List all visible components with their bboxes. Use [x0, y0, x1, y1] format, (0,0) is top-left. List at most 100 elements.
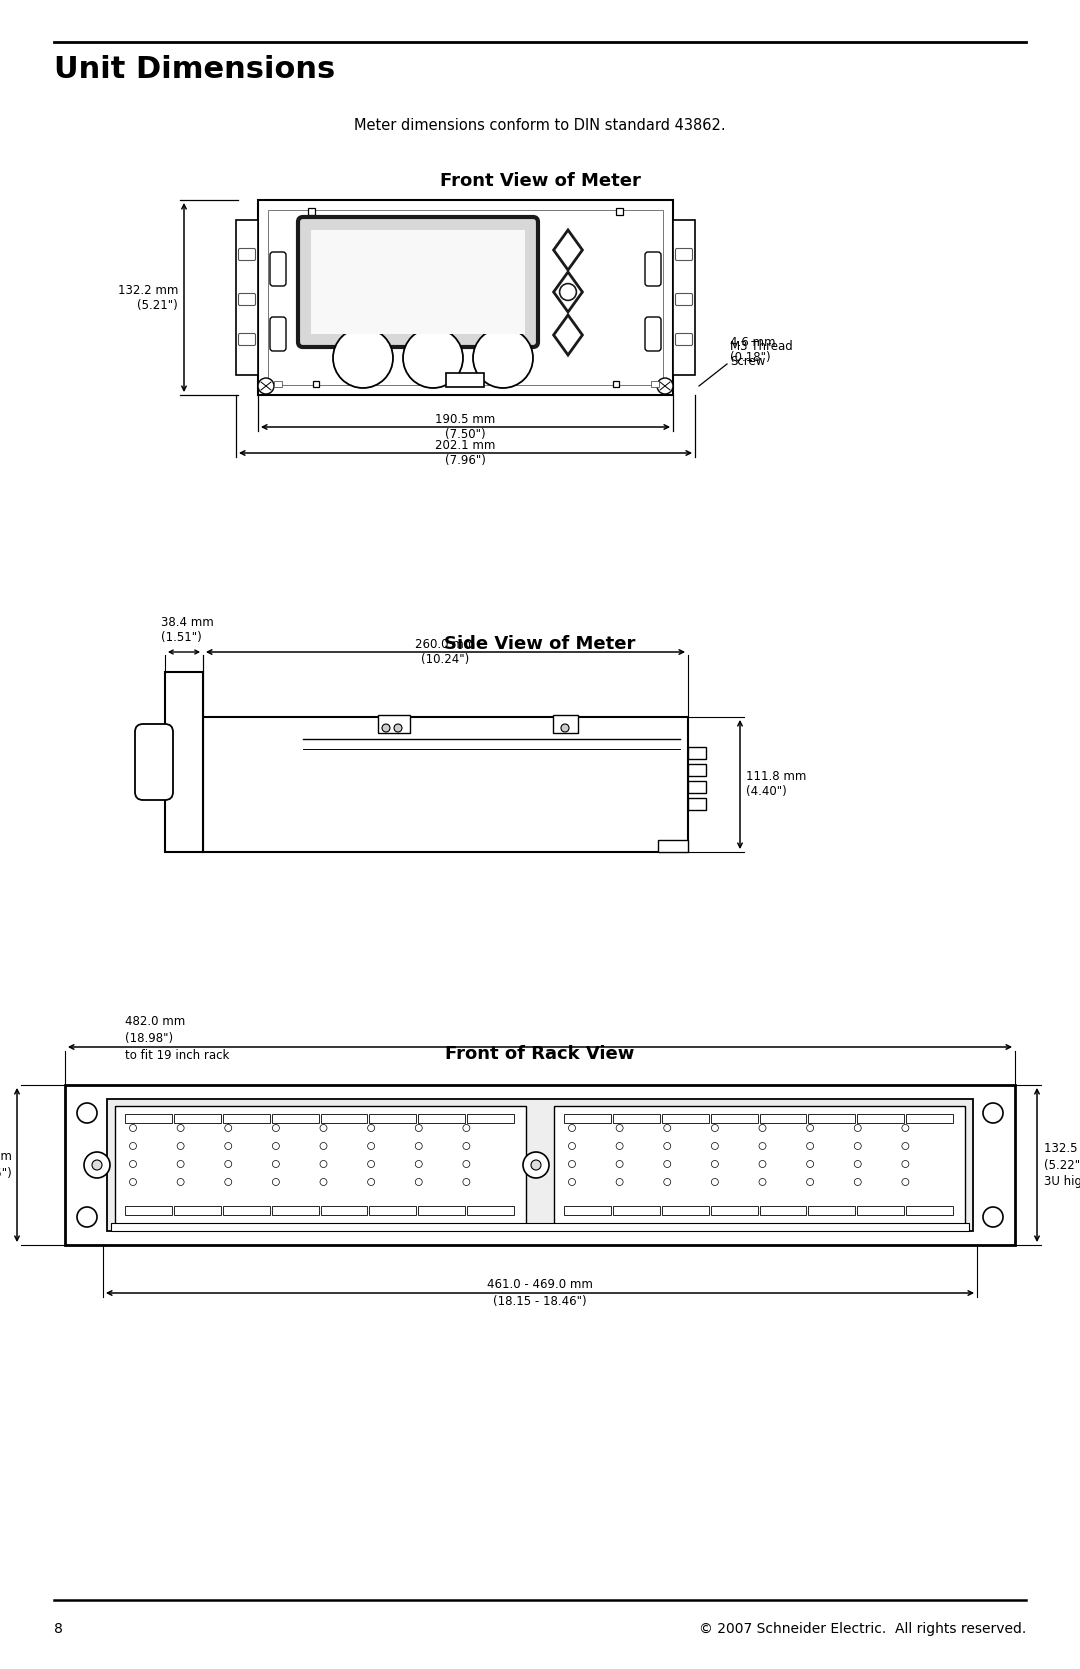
Text: 38.4 mm
(1.51"): 38.4 mm (1.51") [161, 616, 214, 644]
Text: 57.2 mm
(2.25"): 57.2 mm (2.25") [0, 1150, 12, 1180]
Circle shape [759, 1178, 766, 1185]
Text: Front View of Meter: Front View of Meter [440, 172, 640, 190]
Bar [125, 1207, 172, 1215]
Text: 111.8 mm
(4.40"): 111.8 mm (4.40") [746, 771, 807, 798]
Text: 461.0 - 469.0 mm
(18.15 - 18.46"): 461.0 - 469.0 mm (18.15 - 18.46") [487, 1278, 593, 1308]
Text: © 2007 Schneider Electric.  All rights reserved.: © 2007 Schneider Electric. All rights re… [699, 1622, 1026, 1636]
Circle shape [272, 1178, 280, 1185]
Bar [258, 200, 673, 396]
Polygon shape [554, 272, 582, 312]
Bar [662, 1207, 708, 1215]
Bar [688, 764, 706, 776]
Bar [222, 1207, 270, 1215]
Circle shape [463, 1125, 470, 1132]
Text: 132.5 mm
(5.22")
3U high: 132.5 mm (5.22") 3U high [1044, 1142, 1080, 1188]
Circle shape [225, 1143, 232, 1150]
Bar [418, 1207, 465, 1215]
Bar [906, 1113, 953, 1123]
Bar [272, 1207, 319, 1215]
Circle shape [568, 1125, 576, 1132]
Circle shape [225, 1160, 232, 1168]
FancyBboxPatch shape [298, 217, 538, 347]
Circle shape [333, 329, 393, 387]
Bar [906, 1207, 953, 1215]
Circle shape [463, 1143, 470, 1150]
Bar [662, 1113, 708, 1123]
FancyBboxPatch shape [239, 294, 256, 305]
Bar [268, 210, 663, 386]
Circle shape [473, 329, 534, 387]
Circle shape [902, 1143, 909, 1150]
FancyBboxPatch shape [135, 724, 173, 799]
FancyBboxPatch shape [675, 334, 692, 345]
Bar [311, 230, 525, 334]
Circle shape [902, 1178, 909, 1185]
FancyBboxPatch shape [270, 252, 286, 285]
Circle shape [807, 1143, 813, 1150]
Text: 190.5 mm
(7.50"): 190.5 mm (7.50") [435, 412, 496, 441]
Circle shape [712, 1160, 718, 1168]
Bar [612, 1207, 660, 1215]
Circle shape [983, 1103, 1003, 1123]
Bar [369, 1113, 416, 1123]
Bar [613, 381, 619, 387]
FancyBboxPatch shape [675, 249, 692, 260]
Circle shape [712, 1125, 718, 1132]
Circle shape [84, 1152, 110, 1178]
Circle shape [177, 1160, 184, 1168]
Text: 202.1 mm
(7.96"): 202.1 mm (7.96") [435, 439, 496, 467]
Circle shape [92, 1160, 102, 1170]
Circle shape [77, 1103, 97, 1123]
Circle shape [258, 377, 274, 394]
Circle shape [616, 1160, 623, 1168]
Bar [688, 748, 706, 759]
Circle shape [130, 1160, 136, 1168]
Circle shape [712, 1178, 718, 1185]
Circle shape [320, 1178, 327, 1185]
Circle shape [759, 1125, 766, 1132]
Circle shape [854, 1178, 861, 1185]
Bar [418, 1113, 465, 1123]
Circle shape [415, 1160, 422, 1168]
Circle shape [854, 1125, 861, 1132]
Bar [165, 673, 203, 851]
Circle shape [177, 1143, 184, 1150]
Bar [114, 1107, 526, 1223]
Text: 482.0 mm
(18.98")
to fit 19 inch rack: 482.0 mm (18.98") to fit 19 inch rack [125, 1015, 229, 1061]
FancyBboxPatch shape [675, 294, 692, 305]
Circle shape [367, 1178, 375, 1185]
Bar [272, 1113, 319, 1123]
Bar [378, 714, 410, 733]
Bar [612, 1113, 660, 1123]
Bar [313, 381, 319, 387]
Circle shape [664, 1125, 671, 1132]
Circle shape [807, 1160, 813, 1168]
Bar [321, 1207, 367, 1215]
Bar [808, 1207, 855, 1215]
Circle shape [394, 724, 402, 733]
Text: 260.0 mm
(10.24"): 260.0 mm (10.24") [416, 638, 475, 666]
Circle shape [854, 1160, 861, 1168]
Bar [174, 1113, 220, 1123]
Bar [111, 1223, 969, 1232]
Circle shape [561, 724, 569, 733]
FancyBboxPatch shape [239, 334, 256, 345]
Bar [321, 1113, 367, 1123]
Text: 132.2 mm
(5.21"): 132.2 mm (5.21") [118, 284, 178, 312]
Bar [711, 1207, 757, 1215]
Text: Meter dimensions conform to DIN standard 43862.: Meter dimensions conform to DIN standard… [354, 118, 726, 134]
Circle shape [320, 1160, 327, 1168]
Circle shape [664, 1178, 671, 1185]
Circle shape [902, 1160, 909, 1168]
Circle shape [807, 1125, 813, 1132]
Bar [688, 781, 706, 793]
Circle shape [77, 1207, 97, 1227]
Circle shape [177, 1178, 184, 1185]
Text: 8: 8 [54, 1622, 63, 1636]
Text: M3 Thread
Screw: M3 Thread Screw [730, 340, 793, 367]
Bar [564, 1207, 611, 1215]
Circle shape [130, 1178, 136, 1185]
Circle shape [367, 1143, 375, 1150]
Text: Side View of Meter: Side View of Meter [444, 634, 636, 653]
Bar [759, 1113, 807, 1123]
